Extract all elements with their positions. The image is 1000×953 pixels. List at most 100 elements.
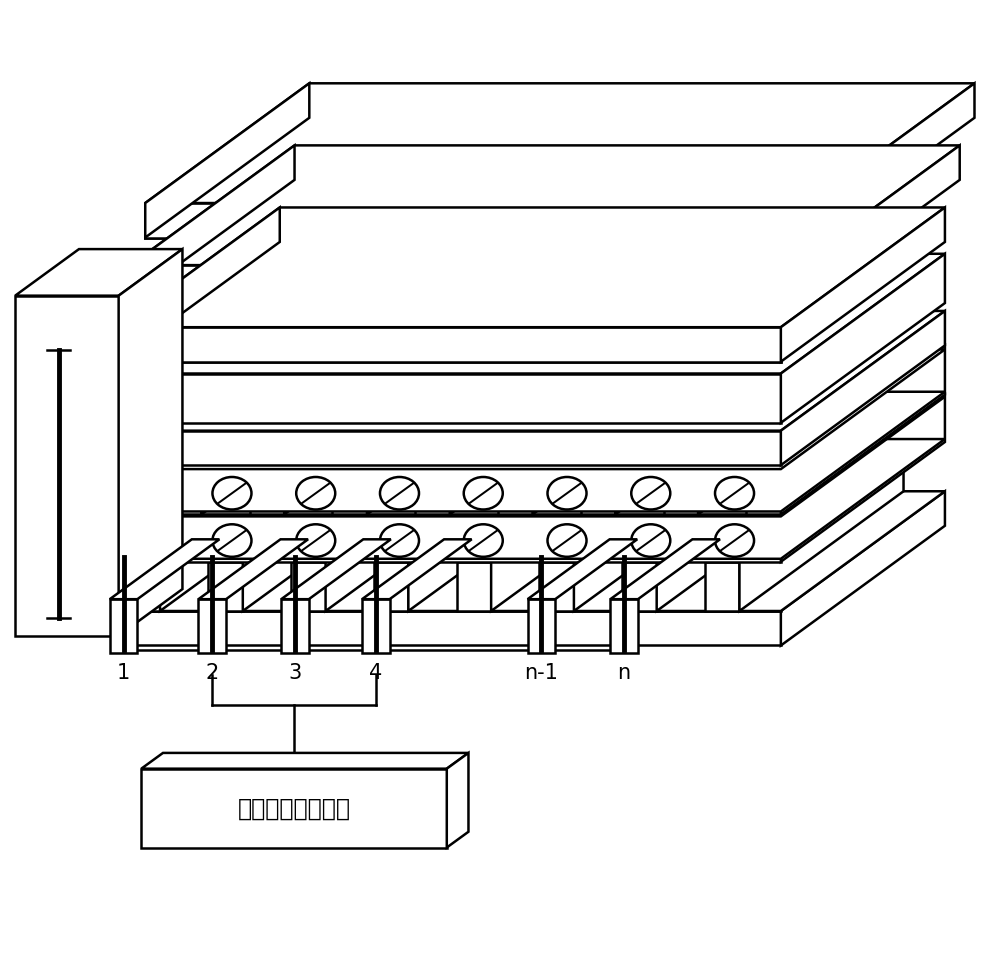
Polygon shape	[110, 539, 219, 599]
Polygon shape	[116, 237, 945, 357]
Polygon shape	[111, 466, 781, 515]
Polygon shape	[415, 346, 614, 466]
Ellipse shape	[631, 525, 670, 558]
Polygon shape	[450, 346, 614, 515]
Polygon shape	[111, 312, 945, 431]
Polygon shape	[457, 442, 655, 562]
Polygon shape	[705, 442, 904, 562]
Polygon shape	[610, 539, 720, 599]
Polygon shape	[781, 395, 945, 562]
Polygon shape	[664, 466, 698, 515]
Polygon shape	[362, 599, 390, 654]
Polygon shape	[664, 346, 862, 466]
Polygon shape	[208, 442, 407, 562]
Polygon shape	[610, 599, 638, 654]
Polygon shape	[145, 84, 309, 238]
Polygon shape	[126, 442, 324, 562]
Polygon shape	[15, 296, 119, 636]
Polygon shape	[111, 393, 945, 512]
Polygon shape	[291, 442, 490, 562]
Polygon shape	[581, 466, 615, 515]
Text: n: n	[618, 662, 631, 682]
Polygon shape	[457, 562, 491, 612]
Polygon shape	[126, 562, 160, 612]
Polygon shape	[116, 209, 945, 328]
Polygon shape	[374, 442, 572, 562]
Polygon shape	[581, 346, 779, 466]
Polygon shape	[528, 539, 637, 599]
Polygon shape	[326, 442, 490, 612]
Polygon shape	[111, 492, 945, 612]
Polygon shape	[781, 492, 945, 646]
Polygon shape	[111, 350, 945, 470]
Polygon shape	[746, 466, 781, 515]
Text: 2: 2	[206, 662, 219, 682]
Polygon shape	[130, 266, 796, 300]
Polygon shape	[111, 431, 781, 466]
Polygon shape	[160, 442, 324, 612]
Polygon shape	[408, 442, 572, 612]
Polygon shape	[145, 233, 810, 238]
Ellipse shape	[129, 525, 168, 558]
Polygon shape	[141, 753, 468, 769]
Polygon shape	[281, 539, 391, 599]
Polygon shape	[528, 599, 555, 654]
Text: 4: 4	[369, 662, 382, 682]
Polygon shape	[243, 442, 407, 612]
Polygon shape	[116, 209, 280, 362]
Polygon shape	[491, 442, 655, 612]
Text: 1: 1	[117, 662, 130, 682]
Polygon shape	[250, 346, 448, 466]
Polygon shape	[141, 769, 447, 847]
Polygon shape	[781, 209, 945, 362]
Polygon shape	[746, 346, 945, 466]
Polygon shape	[533, 346, 697, 515]
Polygon shape	[415, 466, 450, 515]
Polygon shape	[498, 466, 533, 515]
Polygon shape	[208, 562, 243, 612]
Polygon shape	[145, 113, 974, 233]
Polygon shape	[367, 346, 531, 515]
Polygon shape	[810, 84, 974, 238]
Polygon shape	[111, 439, 945, 559]
Polygon shape	[739, 442, 904, 612]
Ellipse shape	[631, 477, 670, 510]
Polygon shape	[111, 612, 781, 646]
Ellipse shape	[129, 477, 168, 510]
Polygon shape	[698, 346, 862, 515]
Polygon shape	[116, 357, 781, 362]
Polygon shape	[111, 492, 945, 612]
Polygon shape	[657, 442, 821, 612]
Polygon shape	[111, 515, 781, 562]
Ellipse shape	[212, 477, 251, 510]
Polygon shape	[167, 466, 201, 515]
Polygon shape	[498, 346, 697, 466]
Polygon shape	[167, 346, 365, 466]
Polygon shape	[130, 295, 796, 300]
Polygon shape	[781, 254, 945, 423]
Ellipse shape	[464, 477, 503, 510]
Ellipse shape	[547, 525, 587, 558]
Polygon shape	[781, 312, 945, 466]
Polygon shape	[796, 146, 960, 300]
Polygon shape	[198, 539, 308, 599]
Text: 3: 3	[288, 662, 302, 682]
Polygon shape	[111, 397, 945, 517]
Polygon shape	[57, 375, 781, 423]
Polygon shape	[111, 350, 275, 512]
Polygon shape	[332, 346, 531, 466]
Polygon shape	[781, 346, 945, 515]
Ellipse shape	[296, 477, 335, 510]
Polygon shape	[111, 395, 945, 515]
Polygon shape	[615, 346, 779, 515]
Polygon shape	[250, 466, 284, 515]
Polygon shape	[110, 599, 137, 654]
Polygon shape	[130, 146, 960, 266]
Polygon shape	[281, 599, 309, 654]
Ellipse shape	[380, 525, 419, 558]
Polygon shape	[374, 562, 408, 612]
Text: n-1: n-1	[524, 662, 558, 682]
Ellipse shape	[296, 525, 335, 558]
Ellipse shape	[547, 477, 587, 510]
Polygon shape	[447, 753, 468, 847]
